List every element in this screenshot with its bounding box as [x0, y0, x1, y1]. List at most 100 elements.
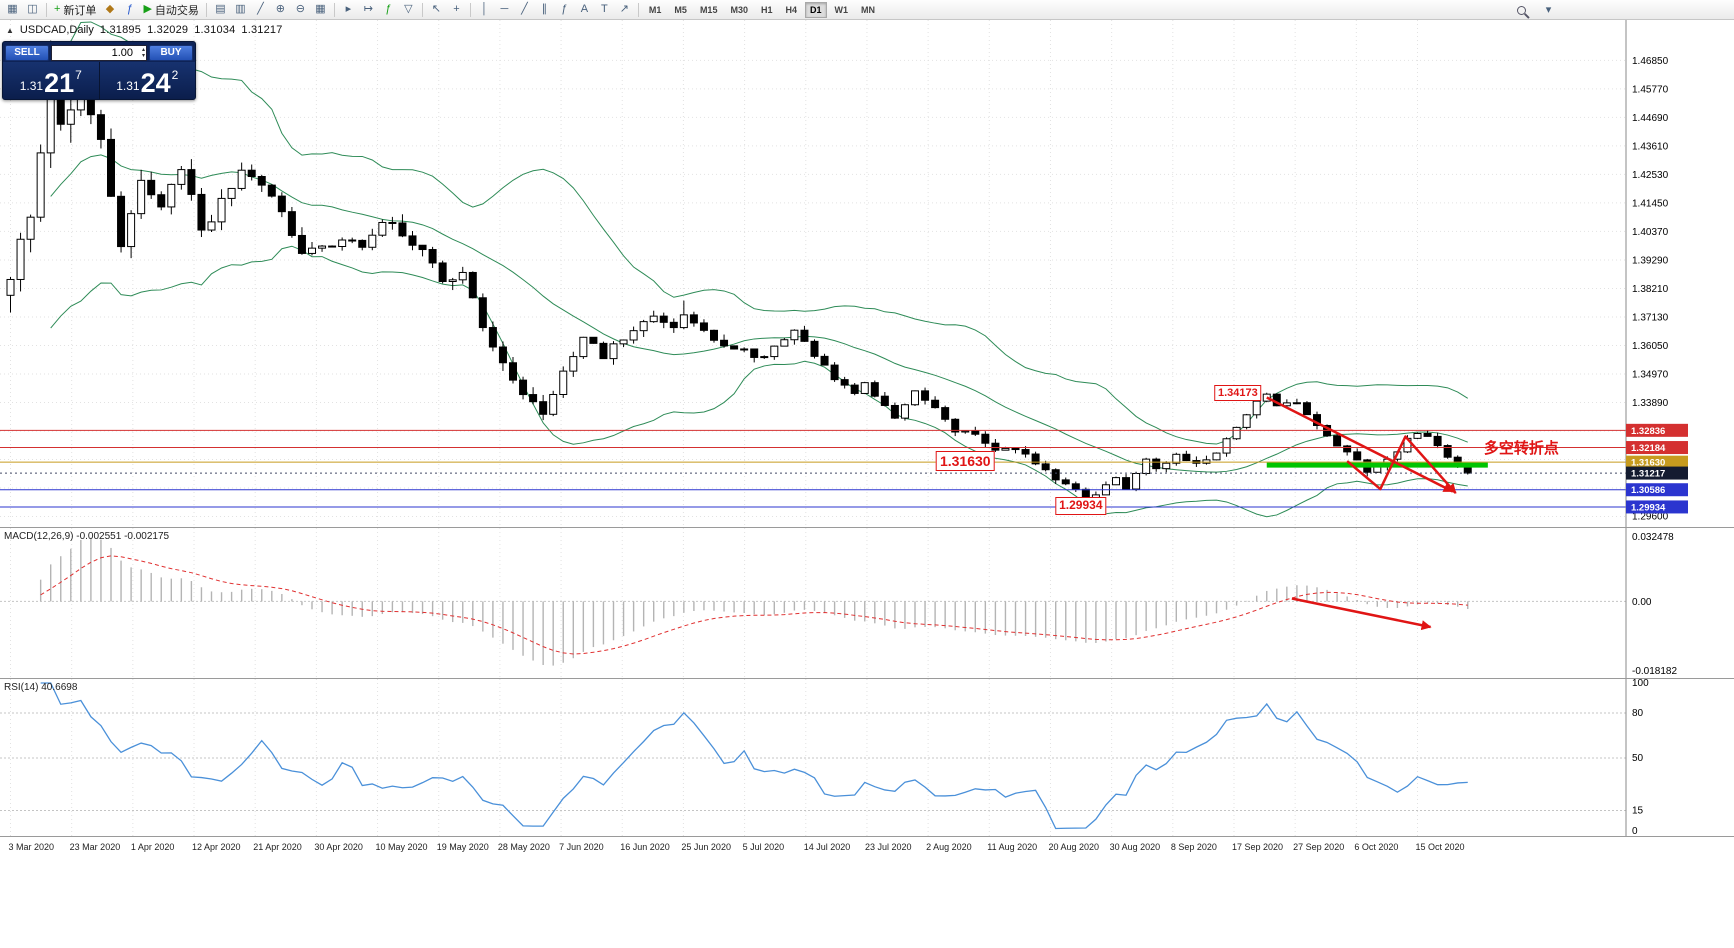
downtrend-arrow[interactable]: [1266, 396, 1454, 493]
new-chart-icon: ▦: [7, 3, 18, 15]
toolbar-separator: [333, 2, 335, 17]
trendline-button[interactable]: ╱: [515, 1, 534, 18]
bollinger-middle-band: [50, 154, 1468, 473]
bar-chart-button[interactable]: ▤: [211, 1, 230, 18]
svg-text:1.31217: 1.31217: [1631, 469, 1665, 480]
date-label: 20 Aug 2020: [1048, 842, 1100, 852]
channel-button[interactable]: ∥: [535, 1, 554, 18]
timeframe-m5[interactable]: M5: [674, 4, 687, 15]
rsi-label: RSI(14) 40.6698: [4, 682, 78, 693]
macd-signal-line: [40, 555, 1468, 655]
line-chart-button[interactable]: ╱: [251, 1, 270, 18]
timeframe-h4[interactable]: H4: [785, 4, 797, 15]
rsi-tick: 0: [1632, 826, 1638, 836]
price-label-134173[interactable]: 1.34173: [1213, 384, 1262, 402]
panel-separator[interactable]: [0, 527, 1734, 528]
turning-point-text[interactable]: 多空转折点: [1483, 439, 1559, 457]
sell-button[interactable]: SELL: [5, 44, 49, 61]
expert-advisors-button[interactable]: ƒ: [120, 1, 139, 18]
price-tick: 1.29600: [1632, 511, 1669, 522]
price-tick: 1.46850: [1632, 56, 1669, 67]
indicators-icon: ƒ: [385, 3, 392, 15]
chart-icon: ▲: [6, 25, 14, 35]
buy-price[interactable]: 1.31 24 2: [99, 62, 195, 99]
profiles-button[interactable]: ◫: [23, 1, 42, 18]
date-label: 15 Oct 2020: [1415, 842, 1465, 852]
timeframe-mn[interactable]: MN: [861, 4, 876, 15]
quick-menu-icon: ▾: [1545, 4, 1552, 16]
price-tag-1.30586: [1626, 483, 1688, 497]
new-order-button-label: 新订单: [63, 4, 97, 17]
quick-menu-button[interactable]: ▾: [1539, 2, 1558, 19]
bollinger-lower-band: [50, 245, 1468, 518]
profiles-icon: ◫: [27, 3, 38, 15]
volume-down-button[interactable]: ▾: [141, 52, 145, 59]
candlestick-chart-icon: ▥: [235, 3, 246, 15]
chart-area: 1.46850 1.45770 1.44690 1.43610 1.42530 1.414…: [0, 20, 1734, 948]
indicators-button[interactable]: ƒ: [379, 1, 398, 18]
fibonacci-button[interactable]: ƒ: [555, 1, 574, 18]
macd-downtrend-arrow[interactable]: [1291, 597, 1432, 631]
volume-input[interactable]: [52, 45, 146, 60]
zoom-in-button[interactable]: ⊕: [271, 1, 290, 18]
timeframe-m1[interactable]: M1: [648, 4, 662, 15]
new-chart-button[interactable]: ▦: [3, 1, 22, 18]
auto-scroll-button[interactable]: ▸: [339, 1, 358, 18]
date-label: 30 Aug 2020: [1109, 842, 1161, 852]
date-axis[interactable]: 3 Mar 2020 23 Mar 2020 1 Apr 2020 12 Apr 20…: [0, 837, 1734, 858]
svg-text:1.32836: 1.32836: [1631, 426, 1665, 437]
candlestick-chart-button[interactable]: ▥: [231, 1, 250, 18]
buy-button[interactable]: BUY: [149, 44, 193, 61]
timeframe-m15[interactable]: M15: [699, 4, 718, 15]
rsi-panel-svg[interactable]: 100 80 50 15 0: [0, 679, 1734, 836]
chart-shift-button[interactable]: ↦: [359, 1, 378, 18]
price-chart-svg[interactable]: 1.46850 1.45770 1.44690 1.43610 1.42530 1.414…: [0, 20, 1734, 527]
tile-windows-button[interactable]: ▦: [311, 1, 330, 18]
price-tick: 1.39290: [1632, 255, 1669, 266]
timeframe-m30[interactable]: M30: [730, 4, 748, 15]
new-order-button[interactable]: + 新订单: [51, 1, 99, 18]
zigzag-arrow[interactable]: [1346, 435, 1457, 494]
sell-price-big: 21: [44, 68, 75, 99]
price-tag-1.29934: [1626, 500, 1688, 514]
price-label-131630[interactable]: 1.31630: [935, 451, 995, 472]
price-label-129934[interactable]: 1.29934: [1055, 496, 1107, 515]
macd-panel-svg[interactable]: 0.032478 0.00 -0.018182: [0, 528, 1734, 678]
volume-spinner: ▴ ▾: [142, 47, 145, 59]
search-button[interactable]: [1512, 2, 1531, 19]
vertical-line-button[interactable]: │: [475, 1, 494, 18]
auto-scroll-icon: ▸: [345, 3, 352, 15]
toolbar: ▦ ◫ + 新订单 ◆ ƒ ▶ 自动交易 ▤ ▥ ╱ ⊕ ⊖ ▦ ▸ ↦ ƒ ▽ ↖ + │ ─ ╱ ∥ ƒ A T ↗ M1 M5 M15…: [0, 0, 1734, 20]
symbol-title: USDCAD,Daily: [19, 24, 94, 36]
volume-field-wrap: ▴ ▾: [51, 44, 147, 61]
price-tag-1.32836: [1626, 423, 1688, 437]
text-icon: A: [580, 3, 589, 15]
sell-price-sup: 7: [75, 68, 82, 82]
cursor-icon: ↖: [431, 3, 442, 15]
toolbar-separator: [205, 2, 207, 17]
line-chart-icon: ╱: [257, 3, 264, 15]
toolbar-separator: [469, 2, 471, 17]
panel-separator[interactable]: [0, 678, 1734, 679]
date-label: 27 Sep 2020: [1293, 842, 1345, 852]
date-label: 19 May 2020: [436, 842, 489, 852]
objects-button[interactable]: ▽: [399, 1, 418, 18]
cursor-button[interactable]: ↖: [427, 1, 446, 18]
arrows-button[interactable]: ↗: [615, 1, 634, 18]
timeframe-d1[interactable]: D1: [805, 1, 827, 18]
macd-tick: 0.032478: [1632, 532, 1674, 543]
timeframe-h1[interactable]: H1: [760, 4, 773, 15]
panel-separator[interactable]: [0, 836, 1734, 837]
timeframe-w1[interactable]: W1: [834, 4, 849, 15]
strategy-tester-button[interactable]: ◆: [100, 1, 119, 18]
channel-icon: ∥: [541, 3, 548, 15]
autotrading-button[interactable]: ▶ 自动交易: [140, 1, 201, 18]
horizontal-line-button[interactable]: ─: [495, 1, 514, 18]
crosshair-button[interactable]: +: [447, 1, 466, 18]
volume-up-button[interactable]: ▴: [141, 46, 145, 53]
text-button[interactable]: A: [575, 1, 594, 18]
sell-price[interactable]: 1.31 21 7: [3, 62, 99, 99]
new-order-icon: +: [54, 3, 61, 15]
zoom-out-button[interactable]: ⊖: [291, 1, 310, 18]
label-button[interactable]: T: [595, 1, 614, 18]
